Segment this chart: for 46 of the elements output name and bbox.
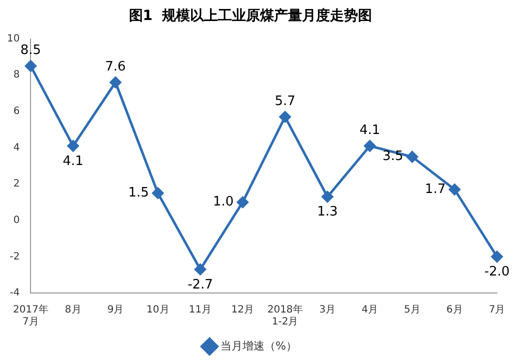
data-label: 1.7	[424, 182, 446, 197]
x-tick-label: 12月	[231, 304, 254, 316]
y-tick-label: 8	[13, 70, 20, 81]
data-label: 5.7	[274, 94, 296, 109]
y-tick-label: 2	[13, 178, 20, 190]
x-tick-label: 8月	[64, 304, 82, 316]
x-tick-label: 2017年7月	[13, 304, 48, 328]
x-tick-label: 11月	[188, 304, 212, 316]
point	[322, 191, 334, 203]
x-tick-label: 7月	[488, 304, 506, 316]
point	[364, 140, 376, 152]
y-tick-label: -4	[10, 288, 20, 299]
data-label: 1.3	[317, 204, 338, 220]
data-label: 7.6	[105, 59, 126, 74]
data-label: 3.5	[382, 149, 404, 164]
x-tick-label: 9月	[107, 304, 124, 316]
data-label: -2.7	[188, 277, 213, 292]
data-label: 1.0	[212, 194, 234, 210]
y-tick-label: 0	[13, 214, 20, 226]
point	[448, 184, 460, 196]
chart-title: 图1 规模以上工业原煤产量月度走势图	[128, 7, 372, 24]
legend-label: 当月增速（%）	[220, 339, 297, 352]
x-tick-label: 4月	[362, 304, 378, 316]
data-label: 4.1	[62, 154, 84, 169]
x-tick-label: 3月	[319, 304, 336, 316]
point	[194, 264, 206, 276]
point	[152, 187, 164, 199]
point	[67, 140, 79, 152]
x-tick-label: 2018年1-2月	[267, 304, 303, 328]
data-label: 4.1	[359, 122, 380, 138]
point	[24, 60, 36, 72]
data-label: -2.0	[484, 264, 510, 280]
point	[406, 151, 418, 163]
x-tick-label: 5月	[404, 304, 420, 316]
point	[110, 76, 122, 88]
y-tick-label: 4	[13, 142, 20, 154]
data-label: 1.5	[128, 186, 149, 201]
y-tick-label: -2	[10, 251, 20, 262]
point	[236, 196, 248, 208]
x-tick-label: 6月	[446, 304, 463, 316]
y-tick-label: 6	[13, 106, 20, 118]
x-tick-label: 10月	[146, 304, 170, 316]
data-label: 8.5	[20, 42, 42, 58]
point	[279, 111, 291, 123]
point	[491, 250, 503, 262]
y-tick-label: 10	[6, 33, 20, 44]
